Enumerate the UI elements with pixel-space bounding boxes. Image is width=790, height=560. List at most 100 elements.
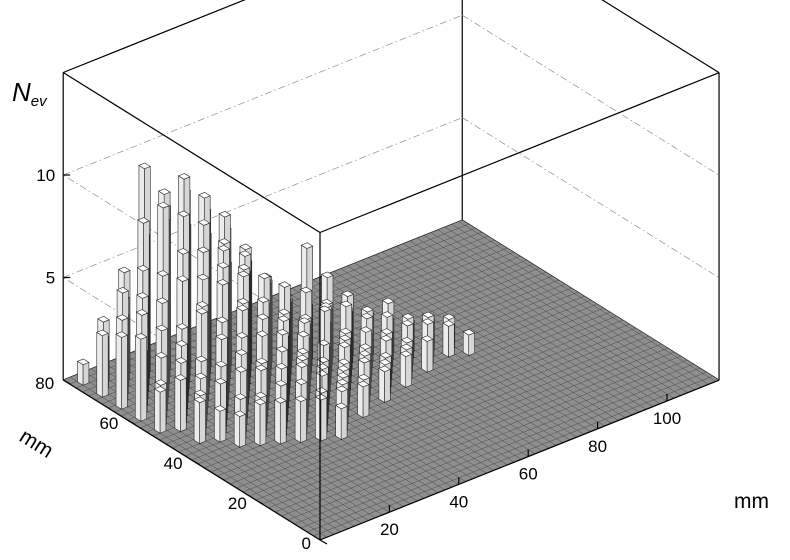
bar-top-face [255, 357, 269, 365]
bar-top-face [237, 270, 250, 278]
floor-grid-line [223, 319, 623, 481]
histogram-bar [174, 374, 187, 433]
bar-top-face [215, 333, 229, 341]
bar-top-face [157, 201, 170, 209]
bar-top-face [155, 324, 169, 332]
bar-top-face [217, 238, 231, 245]
floor-grid-line [236, 327, 636, 489]
histogram-bar [253, 398, 267, 447]
bar-top-face [235, 349, 248, 356]
bar-top-face [275, 363, 288, 370]
bar-top-face [315, 370, 329, 377]
bar-front-face [259, 401, 267, 447]
bar-side-face [96, 331, 103, 398]
bar-top-face [154, 379, 168, 386]
bar-top-face [338, 334, 352, 342]
bar-front-face [300, 398, 307, 444]
floor-grid-line [230, 323, 630, 485]
bar-top-face [442, 313, 456, 320]
bar-top-face [196, 273, 210, 281]
histogram-bar [335, 402, 348, 441]
floor-grid-line [249, 335, 649, 497]
histogram-bar [462, 328, 476, 357]
bar-top-face [177, 210, 191, 218]
bar-top-face [299, 314, 312, 321]
bar-front-face [426, 338, 434, 373]
bar-top-face [218, 210, 232, 218]
bar-top-face [341, 290, 354, 297]
bar-top-face [233, 410, 247, 417]
bar-top-face [380, 311, 394, 318]
histogram-bar [233, 410, 247, 448]
bar-side-face [193, 398, 200, 445]
bar-top-face [277, 308, 291, 316]
bar-side-face [174, 376, 181, 433]
bar-top-face [253, 398, 267, 406]
histogram-bar [356, 380, 370, 419]
x-tick-label: 20 [380, 520, 399, 539]
bar-top-face [361, 306, 374, 313]
bar-top-face [216, 262, 230, 269]
bar-top-face [358, 343, 372, 350]
histogram-bar [115, 331, 129, 410]
floor-grid-line [287, 359, 688, 521]
top-right-edge [601, 0, 720, 74]
bar-top-face [138, 162, 151, 170]
bar-top-face [156, 270, 170, 277]
bar-side-face [442, 322, 449, 358]
bar-side-face [357, 382, 364, 419]
bar-top-face [335, 385, 349, 393]
bar-top-face [421, 318, 435, 325]
bar-top-face [174, 357, 188, 364]
bar-top-face [236, 304, 249, 312]
bar-front-face [468, 332, 475, 357]
y-tick-mark [62, 379, 71, 385]
bar-top-face [274, 397, 287, 404]
bar-top-face [276, 328, 289, 336]
bar-side-face [294, 397, 301, 444]
bar-top-face [358, 350, 372, 357]
bar-top-face [337, 358, 351, 365]
bar-top-face [256, 313, 270, 320]
floor-grid-line [204, 307, 604, 469]
z-tick-label: 5 [46, 269, 55, 288]
bar-top-face [195, 355, 208, 363]
bar-top-face [275, 346, 289, 353]
bar-front-face [448, 323, 455, 358]
bar-top-face [356, 380, 370, 388]
bar-side-face [154, 388, 161, 434]
bar-top-face [336, 378, 349, 386]
y-tick-label: 40 [164, 454, 183, 473]
bar-top-face [177, 173, 191, 180]
bar-top-face [360, 312, 374, 320]
bar-top-face [337, 365, 350, 372]
bar-top-face [300, 242, 314, 249]
floor-grid-line [300, 367, 700, 529]
bar-top-face [335, 402, 348, 410]
x-tick-label: 80 [588, 437, 607, 456]
floor-grid-line [268, 347, 668, 509]
bar-top-face [76, 358, 90, 366]
bar-front-face [159, 389, 167, 434]
bar-top-face [217, 245, 231, 252]
bar-top-face [96, 329, 109, 337]
histogram-bar [442, 320, 455, 358]
right-wall-grid-line [462, 14, 720, 176]
bar-top-face [195, 307, 209, 315]
bar-top-face [295, 361, 309, 368]
top-front-edge [319, 72, 720, 234]
y-tick-label: 0 [302, 534, 311, 553]
bar-top-face [274, 380, 288, 387]
bar-top-face [214, 377, 227, 385]
bar-top-face [213, 405, 227, 412]
bar-front-face [199, 399, 206, 445]
bar-top-face [401, 319, 414, 327]
x-axis-title: mm [734, 490, 769, 513]
right-wall-grid-line [462, 117, 720, 278]
bar-top-face [235, 332, 249, 339]
bar-front-face [405, 353, 412, 388]
y-tick-mark [127, 419, 135, 425]
histogram-bar [96, 329, 109, 398]
x-tick-label: 40 [449, 492, 468, 511]
bar-top-face [134, 333, 148, 340]
